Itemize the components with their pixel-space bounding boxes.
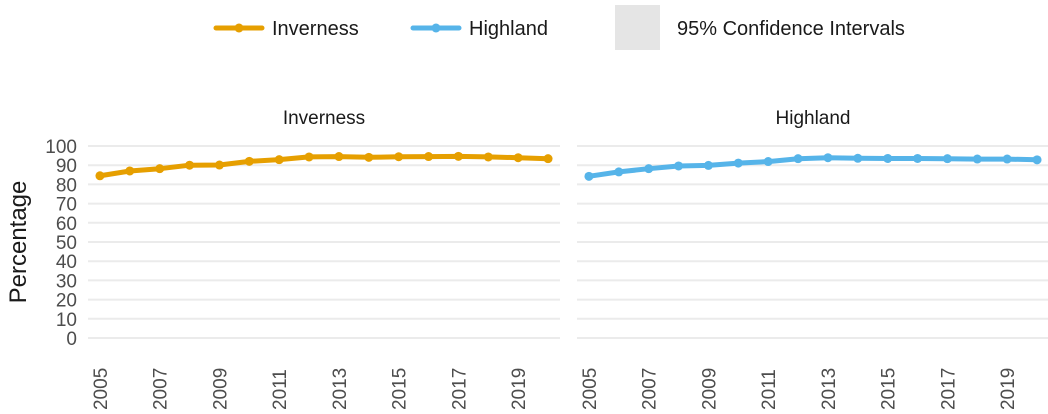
- x-tick-label: 2005: [580, 368, 601, 410]
- data-point: [424, 152, 434, 162]
- data-point: [155, 164, 165, 174]
- legend: Inverness Highland 95% Confidence Interv…: [213, 5, 905, 50]
- x-tick-label: 2005: [91, 368, 112, 410]
- legend-ci-swatch: [615, 5, 660, 50]
- data-point: [185, 160, 195, 170]
- y-tick-label: 90: [56, 156, 77, 177]
- data-point: [543, 154, 553, 164]
- data-point: [614, 167, 624, 177]
- data-point: [644, 164, 654, 174]
- panel-title: Inverness: [283, 108, 365, 129]
- y-tick-label: 50: [56, 233, 77, 254]
- data-point: [883, 153, 893, 163]
- series-line: [586, 155, 1040, 179]
- data-point: [823, 153, 833, 163]
- data-point: [1032, 155, 1042, 165]
- legend-label-inverness: Inverness: [272, 18, 359, 40]
- legend-label-ci: 95% Confidence Intervals: [677, 18, 905, 40]
- data-point: [674, 161, 684, 171]
- panels: Inverness 2005 2007 2009 2011 2013 2015 2017 201…: [88, 108, 1048, 410]
- data-point: [972, 154, 982, 164]
- data-point: [703, 160, 713, 170]
- y-axis-title: Percentage: [5, 181, 32, 304]
- y-tick-label: 0: [66, 329, 77, 350]
- y-tick-label: 100: [45, 137, 77, 158]
- x-tick-label: 2009: [210, 368, 231, 410]
- data-point: [334, 152, 344, 162]
- legend-label-highland: Highland: [469, 18, 548, 40]
- data-point: [125, 166, 135, 176]
- data-point: [584, 171, 594, 181]
- data-point: [453, 151, 463, 161]
- data-point: [853, 153, 863, 163]
- panel-title: Highland: [776, 108, 851, 129]
- y-tick-label: 80: [56, 175, 77, 196]
- data-point: [364, 152, 374, 162]
- x-tick-label: 2015: [390, 368, 411, 410]
- y-tick-label: 60: [56, 214, 77, 235]
- x-tick-label: 2015: [879, 368, 900, 410]
- y-tick-label: 30: [56, 271, 77, 292]
- y-tick-label: 20: [56, 291, 77, 312]
- data-point: [1002, 154, 1012, 164]
- legend-marker-highland: [431, 23, 441, 33]
- x-tick-label: 2017: [938, 368, 959, 410]
- x-tick-label: 2017: [449, 368, 470, 410]
- data-point: [763, 157, 773, 167]
- x-tick-label: 2019: [998, 368, 1019, 410]
- x-tick-label: 2007: [640, 368, 661, 410]
- data-point: [942, 154, 952, 164]
- x-tick-label: 2009: [699, 368, 720, 410]
- data-point: [394, 152, 404, 162]
- y-tick-label: 10: [56, 310, 77, 331]
- data-point: [274, 155, 284, 165]
- data-point: [733, 158, 743, 168]
- legend-marker-inverness: [234, 23, 244, 33]
- series-line: [97, 153, 551, 179]
- data-point: [244, 156, 254, 166]
- data-point: [913, 153, 923, 163]
- x-tick-label: 2011: [270, 369, 291, 410]
- data-point: [793, 154, 803, 164]
- data-point: [95, 171, 105, 181]
- y-tick-label: 70: [56, 195, 77, 216]
- x-tick-label: 2013: [819, 368, 840, 410]
- data-point: [483, 152, 493, 162]
- data-point: [513, 153, 523, 163]
- data-point: [214, 160, 224, 170]
- data-point: [304, 152, 314, 162]
- panel-highland: Highland 2005 2007 2009 2011 2013 2015 2017 2019: [577, 108, 1048, 410]
- panel-inverness: Inverness 2005 2007 2009 2011 2013 2015 2017 201…: [88, 108, 560, 410]
- y-tick-label: 40: [56, 252, 77, 273]
- x-tick-label: 2013: [330, 368, 351, 410]
- x-tick-label: 2011: [759, 369, 780, 410]
- x-tick-label: 2019: [509, 368, 530, 410]
- x-tick-label: 2007: [151, 368, 172, 410]
